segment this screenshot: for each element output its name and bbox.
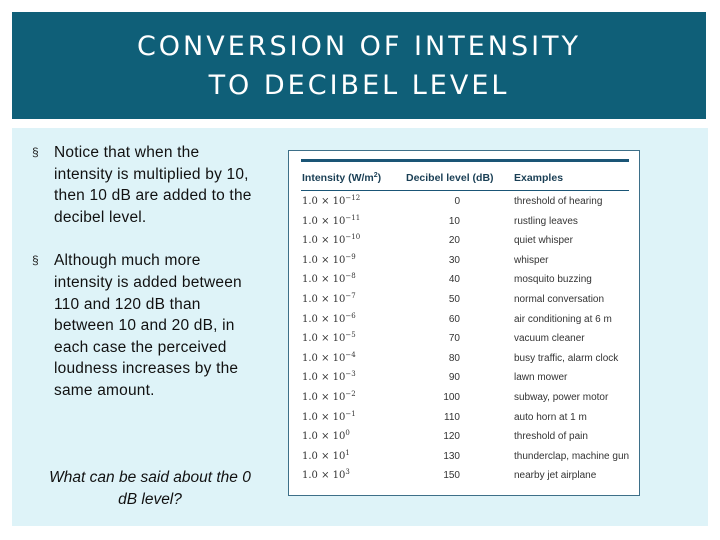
bullet-marker-icon: § — [32, 145, 39, 159]
bullet-text: Notice that when the intensity is multip… — [54, 144, 252, 226]
bullet-text: Although much more intensity is added be… — [54, 252, 242, 399]
question-note: What can be said about the 0 dB level? — [49, 469, 251, 508]
slide-title-line-2: TO DECIBEL LEVEL — [208, 69, 510, 101]
cell-intensity: 1.0 × 10−3 — [302, 370, 356, 384]
bullet-item: § Notice that when the intensity is mult… — [30, 142, 262, 228]
cell-intensity: 1.0 × 10−2 — [302, 389, 356, 403]
cell-example: normal conversation — [514, 293, 605, 305]
table-row: 1.0 × 10−1 110 auto horn at 1 m — [302, 408, 628, 428]
slide-title-line-1: CONVERSION OF INTENSITY — [136, 30, 582, 62]
cell-example: auto horn at 1 m — [514, 411, 587, 423]
bullet-list: § Notice that when the intensity is mult… — [30, 142, 262, 424]
cell-decibel: 120 — [443, 431, 460, 443]
cell-example: lawn mower — [514, 372, 568, 384]
table-top-rule — [301, 159, 629, 162]
cell-decibel: 100 — [443, 391, 460, 403]
table-header: Intensity (W/m2) Decibel level (dB) Exam… — [302, 166, 628, 190]
cell-intensity: 1.0 × 100 — [302, 429, 350, 443]
cell-decibel: 60 — [448, 313, 460, 325]
cell-decibel: 50 — [448, 293, 460, 305]
table-row: 1.0 × 10−2 100 subway, power motor — [302, 388, 628, 408]
cell-intensity: 1.0 × 10−1 — [302, 409, 356, 423]
cell-decibel: 90 — [448, 372, 460, 384]
bullet-item: § Although much more intensity is added … — [30, 250, 262, 401]
table-row: 1.0 × 10−4 80 busy traffic, alarm clock — [302, 349, 628, 369]
cell-decibel: 70 — [448, 333, 460, 345]
cell-decibel: 20 — [448, 235, 460, 247]
cell-intensity: 1.0 × 10−9 — [302, 252, 356, 266]
cell-decibel: 80 — [448, 352, 460, 364]
table-row: 1.0 × 103 150 nearby jet airplane — [302, 466, 628, 486]
header-examples: Examples — [514, 172, 564, 184]
cell-example: thunderclap, machine gun — [514, 450, 630, 462]
header-decibel: Decibel level (dB) — [406, 172, 494, 184]
table-row: 1.0 × 10−11 10 rustling leaves — [302, 212, 628, 232]
cell-example: vacuum cleaner — [514, 333, 585, 345]
cell-example: whisper — [514, 254, 549, 266]
table-row: 1.0 × 10−5 70 vacuum cleaner — [302, 329, 628, 349]
cell-example: nearby jet airplane — [514, 470, 597, 482]
cell-example: threshold of pain — [514, 431, 588, 443]
table-row: 1.0 × 10−7 50 normal conversation — [302, 290, 628, 310]
header-intensity: Intensity (W/m2) — [302, 172, 382, 184]
cell-intensity: 1.0 × 10−4 — [302, 350, 356, 364]
cell-decibel: 40 — [448, 274, 460, 286]
cell-decibel: 10 — [448, 215, 460, 227]
table-body: 1.0 × 10−12 0 threshold of hearing 1.0 × 10… — [302, 192, 630, 486]
cell-intensity: 1.0 × 101 — [302, 448, 350, 462]
cell-example: mosquito buzzing — [514, 274, 592, 286]
cell-example: air conditioning at 6 m — [514, 313, 612, 325]
bullet-marker-icon: § — [32, 253, 39, 268]
cell-example: busy traffic, alarm clock — [514, 352, 619, 364]
cell-intensity: 1.0 × 10−10 — [302, 233, 361, 247]
cell-example: rustling leaves — [514, 215, 578, 227]
cell-example: quiet whisper — [514, 235, 573, 247]
cell-intensity: 1.0 × 10−6 — [302, 311, 356, 325]
table-row: 1.0 × 10−3 90 lawn mower — [302, 368, 628, 388]
cell-example: subway, power motor — [514, 391, 609, 403]
cell-intensity: 1.0 × 10−7 — [302, 291, 356, 305]
cell-intensity: 1.0 × 103 — [302, 468, 350, 482]
table-row: 1.0 × 10−10 20 quiet whisper — [302, 231, 628, 251]
table-row: 1.0 × 100 120 threshold of pain — [302, 427, 628, 447]
cell-intensity: 1.0 × 10−8 — [302, 272, 356, 286]
table-row: 1.0 × 10−12 0 threshold of hearing — [302, 192, 628, 212]
table-row: 1.0 × 10−9 30 whisper — [302, 251, 628, 271]
table-header-rule — [301, 190, 629, 191]
cell-decibel: 150 — [443, 470, 460, 482]
table-row: 1.0 × 10−6 60 air conditioning at 6 m — [302, 310, 628, 330]
cell-decibel: 130 — [443, 450, 460, 462]
cell-intensity: 1.0 × 10−11 — [302, 213, 361, 227]
table-row: 1.0 × 101 130 thunderclap, machine gun — [302, 447, 630, 467]
title-bar: CONVERSION OF INTENSITY TO DECIBEL LEVEL — [12, 12, 706, 119]
cell-decibel: 30 — [448, 254, 460, 266]
cell-intensity: 1.0 × 10−12 — [302, 194, 361, 208]
intensity-decibel-table: Intensity (W/m2) Decibel level (dB) Exam… — [288, 150, 640, 496]
cell-intensity: 1.0 × 10−5 — [302, 331, 356, 345]
cell-decibel: 0 — [454, 196, 460, 207]
cell-example: threshold of hearing — [514, 196, 603, 207]
table-row: 1.0 × 10−8 40 mosquito buzzing — [302, 270, 628, 290]
cell-decibel: 110 — [444, 411, 460, 423]
